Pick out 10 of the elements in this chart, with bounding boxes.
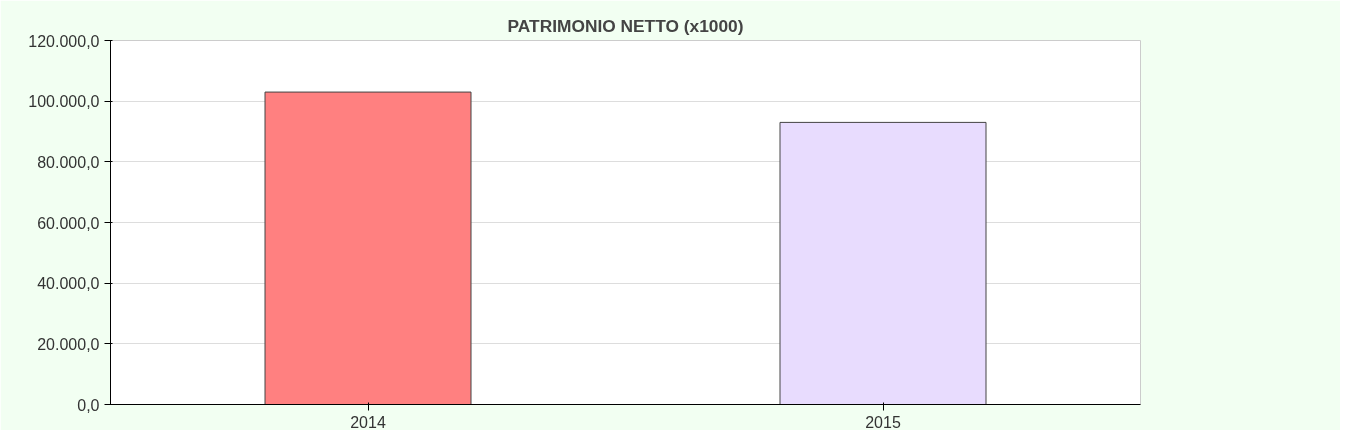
y-tick-label: 20.000,0 (37, 335, 100, 353)
x-tick-label: 2015 (865, 413, 901, 431)
y-tick-label: 60.000,0 (37, 214, 100, 232)
y-tick-label: 0,0 (77, 396, 100, 414)
y-tick-label: 120.000,0 (28, 32, 100, 50)
y-tick-label: 40.000,0 (37, 275, 100, 293)
y-tick-label: 100.000,0 (28, 93, 100, 111)
y-tick-label: 80.000,0 (37, 153, 100, 171)
chart-title: PATRIMONIO NETTO (x1000) (507, 15, 744, 36)
x-tick-label: 2014 (350, 413, 386, 431)
